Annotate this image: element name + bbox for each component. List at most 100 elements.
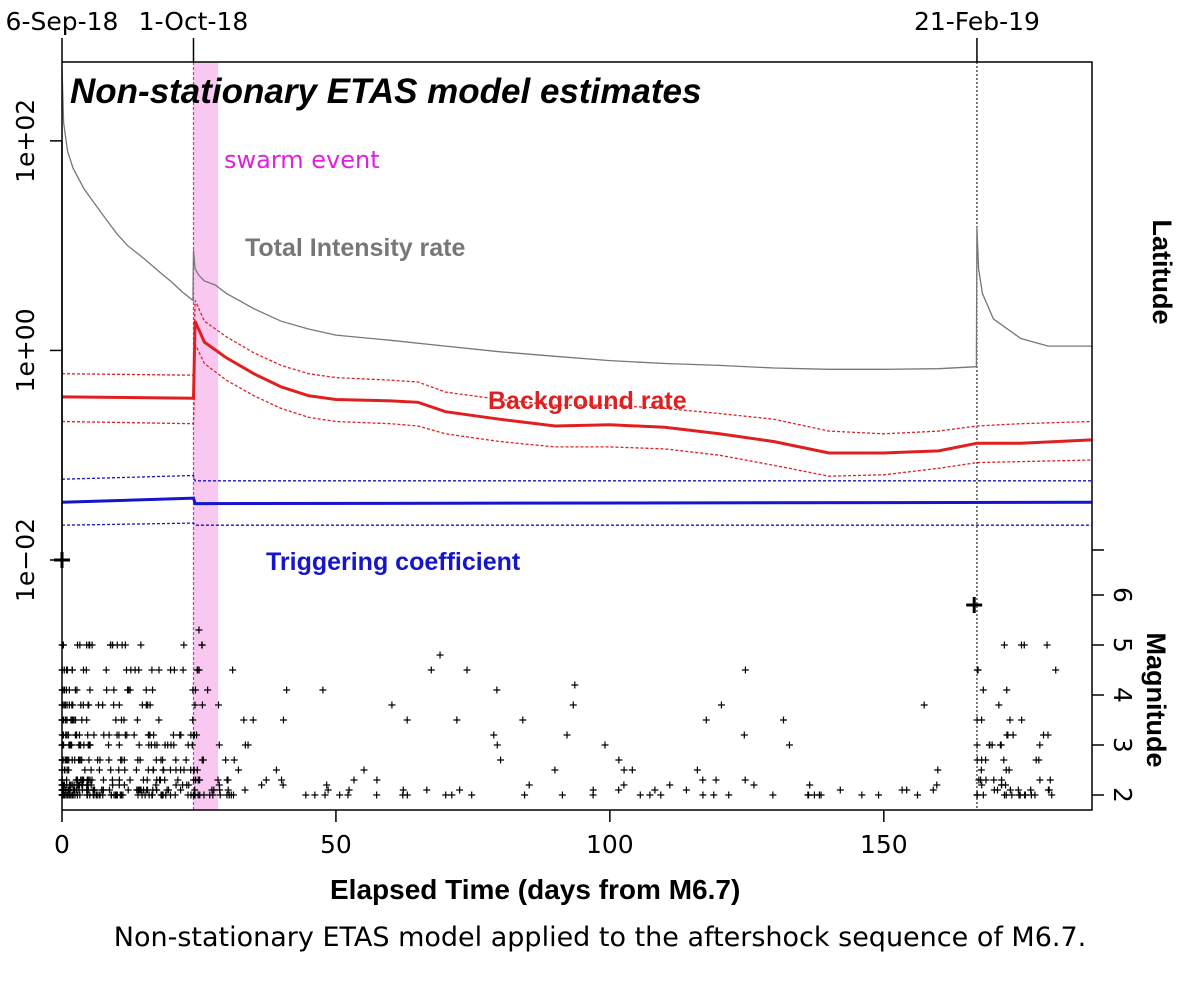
latitude-label: Latitude: [1147, 220, 1177, 325]
earthquake-point: [996, 741, 1004, 749]
earthquake-point: [525, 781, 533, 789]
earthquake-point: [468, 791, 476, 799]
earthquake-point: [993, 786, 1001, 794]
earthquake-point: [657, 791, 665, 799]
y-tick-label: 1e+02: [11, 99, 40, 183]
triggering-coefficient-line: [61, 496, 1093, 506]
earthquake-point: [110, 701, 118, 709]
earthquake-point: [149, 686, 157, 694]
earthquake-point: [741, 776, 749, 784]
earthquake-point: [107, 791, 115, 799]
earthquake-point: [198, 756, 206, 764]
earthquake-point: [1000, 756, 1008, 764]
earthquake-point: [966, 597, 983, 613]
earthquake-point: [399, 786, 407, 794]
earthquake-point: [350, 776, 358, 784]
earthquake-point: [373, 776, 381, 784]
date-marker-label: 1-Oct-18: [139, 7, 249, 36]
earthquake-point: [159, 756, 167, 764]
earthquake-point: [85, 701, 93, 709]
earthquake-point: [120, 756, 128, 764]
earthquake-point: [1032, 756, 1040, 764]
earthquake-point: [1036, 776, 1044, 784]
earthquake-point: [571, 681, 579, 689]
earthquake-point: [258, 781, 266, 789]
earthquake-point: [122, 666, 130, 674]
earthquake-point: [65, 786, 73, 794]
earthquake-point: [712, 776, 720, 784]
earthquake-point: [272, 766, 280, 774]
earthquake-point: [1045, 786, 1053, 794]
earthquake-point: [183, 781, 191, 789]
earthquake-point: [302, 791, 310, 799]
x-tick-label: 100: [586, 830, 634, 859]
triggering-coefficient-label: Triggering coefficient: [266, 548, 521, 576]
earthquake-point: [184, 741, 192, 749]
earthquake-point: [241, 786, 249, 794]
earthquake-point: [66, 741, 74, 749]
x-tick-label: 50: [320, 830, 352, 859]
earthquake-point: [973, 666, 981, 674]
earthquake-point: [1000, 641, 1008, 649]
earthquake-point: [249, 716, 257, 724]
background-rate-upper-bound-line: [61, 300, 1093, 435]
earthquake-point: [215, 741, 223, 749]
earthquake-point: [636, 791, 644, 799]
earthquake-point: [155, 666, 163, 674]
earthquake-point: [1043, 641, 1051, 649]
earthquake-point: [388, 701, 396, 709]
earthquake-point: [91, 786, 99, 794]
earthquake-point: [216, 786, 224, 794]
earthquake-point: [321, 791, 329, 799]
earthquake-point: [134, 786, 142, 794]
earthquake-point: [448, 791, 456, 799]
earthquake-point: [69, 791, 77, 799]
earthquake-point: [148, 666, 156, 674]
earthquake-point: [1003, 686, 1011, 694]
earthquake-point: [456, 786, 464, 794]
earthquake-point: [979, 791, 987, 799]
earthquake-point: [126, 776, 134, 784]
earthquake-point: [998, 781, 1006, 789]
earthquake-point: [151, 741, 159, 749]
earthquake-point: [1027, 786, 1035, 794]
earthquake-point: [96, 756, 104, 764]
earthquake-point: [682, 786, 690, 794]
earthquake-point: [73, 731, 81, 739]
magnitude-tick-label: 3: [1108, 737, 1137, 753]
swarm-band: [193, 62, 219, 810]
earthquake-point: [717, 701, 725, 709]
earthquake-point: [116, 791, 124, 799]
earthquake-point: [135, 741, 143, 749]
earthquake-point: [817, 791, 825, 799]
earthquake-point: [990, 776, 998, 784]
earthquake-point: [177, 786, 185, 794]
earthquake-point: [214, 776, 222, 784]
earthquake-point: [90, 731, 98, 739]
earthquake-point: [177, 731, 185, 739]
earthquake-point: [646, 791, 654, 799]
triggering-coefficient-upper-bound-line: [61, 474, 1092, 482]
earthquake-point: [172, 781, 180, 789]
earthquake-point: [102, 666, 110, 674]
earthquake-point: [142, 686, 150, 694]
earthquake-point: [373, 791, 381, 799]
earthquake-point: [190, 731, 198, 739]
earthquake-point: [133, 716, 141, 724]
earthquake-point: [1003, 731, 1011, 739]
earthquake-point: [240, 716, 248, 724]
earthquake-point: [620, 766, 628, 774]
earthquake-point: [977, 766, 985, 774]
earthquake-point: [403, 716, 411, 724]
earthquake-point: [85, 756, 93, 764]
earthquake-point: [490, 731, 498, 739]
earthquake-point: [137, 641, 145, 649]
earthquake-point: [167, 791, 175, 799]
earthquake-point: [83, 791, 91, 799]
magnitude-tick-label: 2: [1108, 787, 1137, 803]
earthquake-point: [345, 786, 353, 794]
earthquake-point: [78, 781, 86, 789]
earthquake-point: [1027, 791, 1035, 799]
earthquake-point: [134, 756, 142, 764]
earthquake-point: [1048, 791, 1056, 799]
